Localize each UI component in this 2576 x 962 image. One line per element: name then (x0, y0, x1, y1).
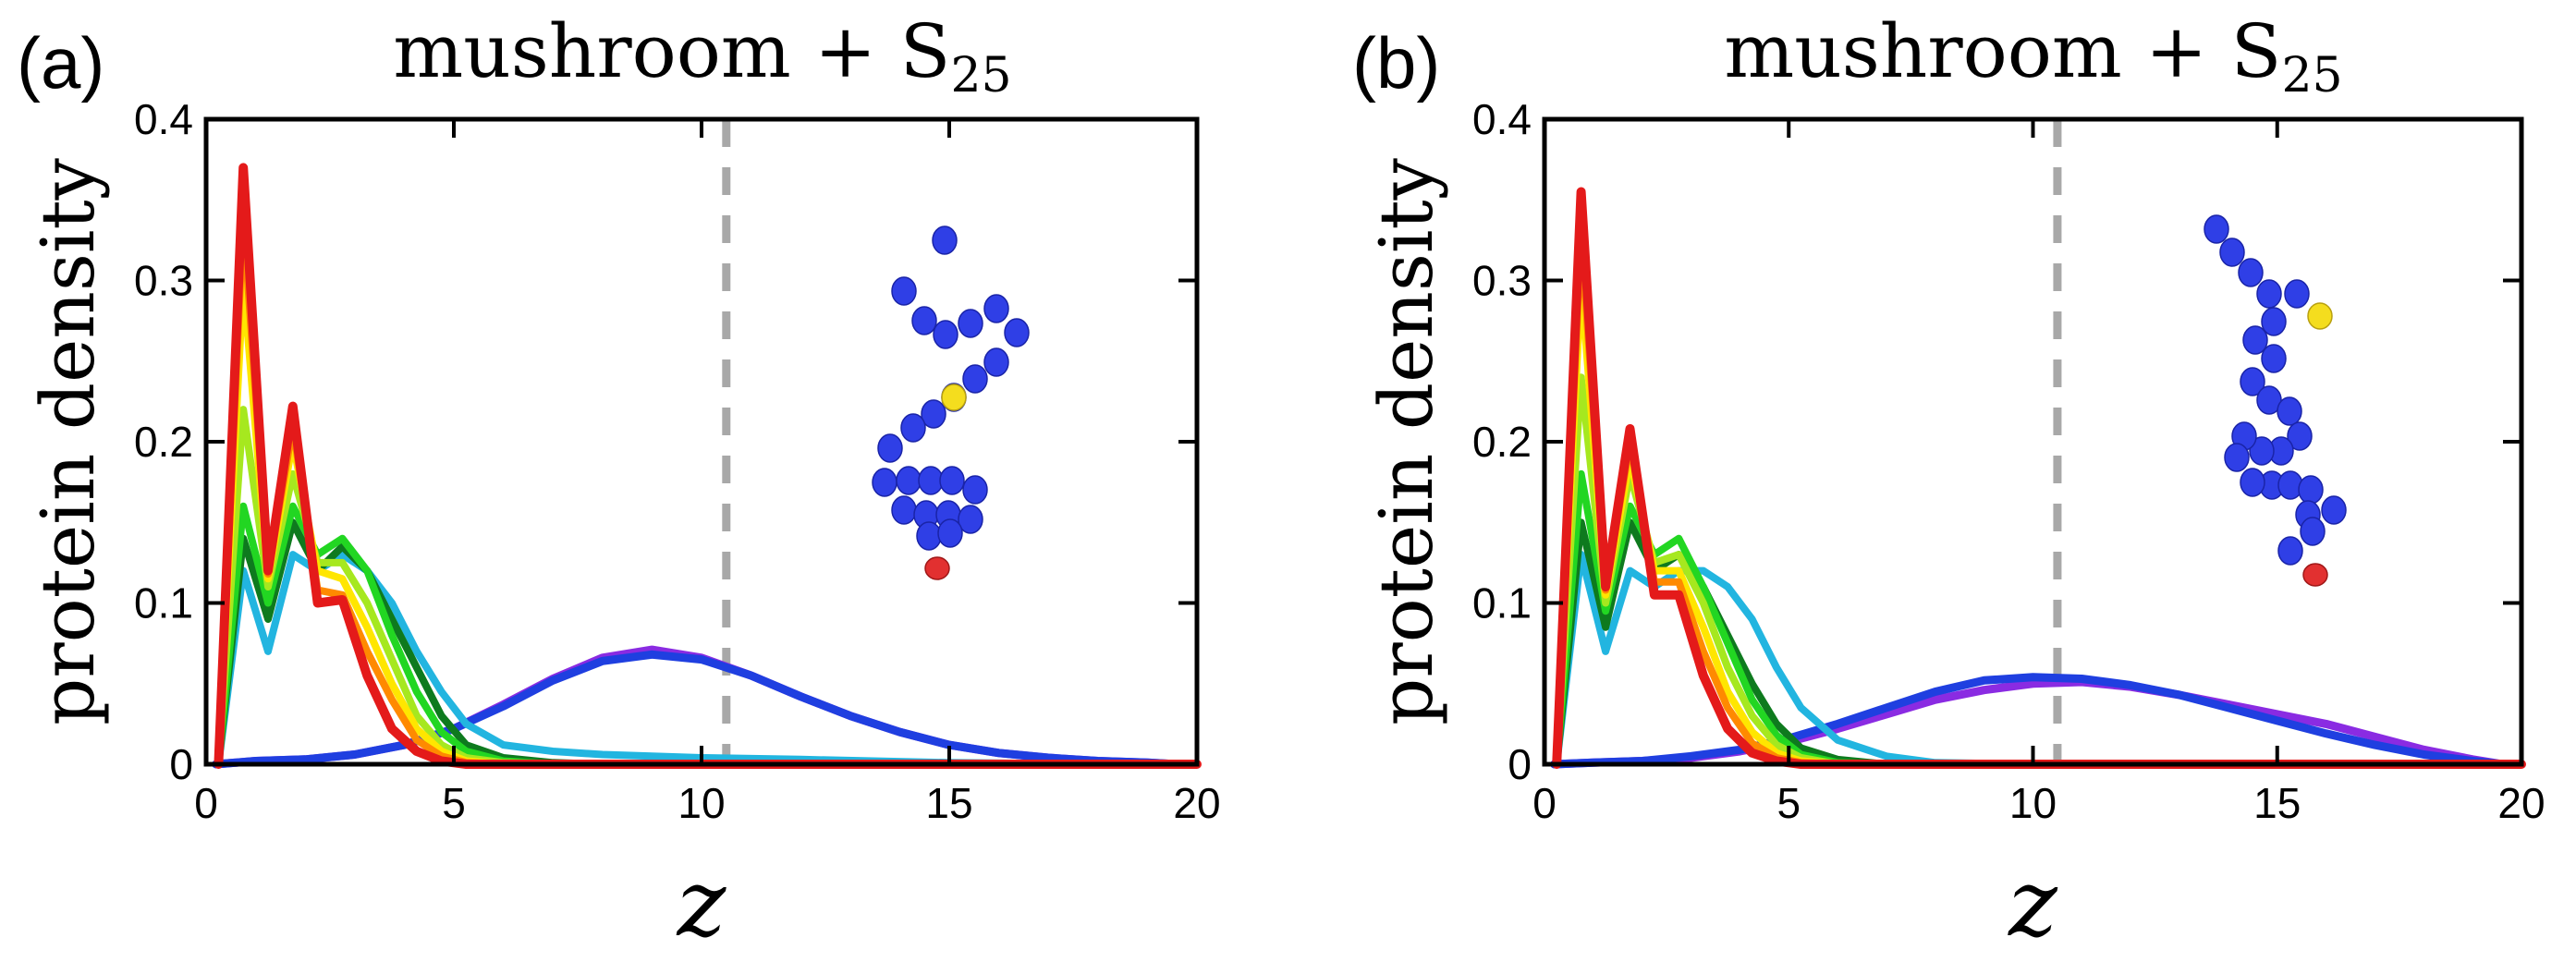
x-tick-label: 15 (925, 779, 972, 827)
series-line-2 (1550, 673, 2507, 769)
molecule-bead (958, 309, 983, 338)
molecule-bead (2284, 279, 2310, 309)
molecule-bead (932, 225, 958, 255)
molecule-bead (2298, 475, 2324, 505)
x-tick-label: 15 (2253, 779, 2301, 827)
chart-title: mushroom + S25 (393, 8, 1011, 104)
x-axis-label: z (677, 849, 727, 957)
x-tick-label: 5 (1776, 779, 1801, 827)
chart-title-subscript: 25 (950, 48, 1011, 104)
molecule-bead (958, 505, 983, 534)
series-line-2 (212, 650, 1182, 769)
molecule-bead (983, 294, 1009, 323)
molecule-bead (2277, 536, 2303, 566)
molecule-bead (962, 475, 988, 505)
molecule-bead (962, 364, 988, 394)
chart-title-subscript: 25 (2281, 48, 2342, 104)
plot-area (1544, 119, 2521, 764)
chart-title-text: mushroom + S (393, 8, 950, 94)
chart-title-text: mushroom + S (1724, 8, 2281, 94)
x-tick-label: 20 (2497, 779, 2545, 827)
x-tick-label: 0 (1532, 779, 1557, 827)
molecule-bead (2242, 325, 2268, 355)
series-line-3 (1553, 551, 2525, 768)
molecule-bead-red (924, 556, 950, 580)
y-tick-label: 0.2 (1472, 418, 1532, 466)
molecule-bead (2261, 307, 2287, 336)
y-tick-label: 0.2 (134, 418, 193, 466)
molecule-bead (2240, 468, 2265, 497)
molecule-bead (2256, 279, 2282, 309)
molecule-bead (2261, 344, 2287, 373)
molecule-bead (891, 495, 917, 525)
y-tick-label: 0.1 (134, 579, 193, 627)
molecule-bead (2224, 443, 2250, 472)
series-line-3 (214, 551, 1201, 768)
panel-a: (a) mushroom + S25 0 5 10 15 20 0 0.1 0.2 0.3 0.4 z p… (17, 8, 1221, 957)
y-tick-label: 0.4 (1472, 95, 1532, 143)
molecule-bead (2256, 385, 2282, 415)
molecule-bead (2238, 258, 2264, 287)
x-tick-label: 5 (442, 779, 466, 827)
y-tick-label: 0.3 (1472, 257, 1532, 305)
molecule-bead (2204, 214, 2229, 244)
molecule-bead (916, 521, 942, 551)
molecule-bead (2277, 396, 2302, 426)
molecule-bead-yellow (941, 384, 967, 411)
x-tick-label: 10 (2009, 779, 2057, 827)
y-tick-label: 0.1 (1472, 579, 1532, 627)
molecule-bead-yellow (2307, 302, 2333, 330)
molecule-bead (983, 347, 1009, 377)
x-tick-label: 10 (678, 779, 725, 827)
y-tick-label: 0 (169, 740, 193, 788)
molecule-bead (2240, 367, 2265, 396)
molecule-bead (877, 433, 903, 463)
molecule-bead (2321, 495, 2347, 525)
panel-label: (a) (17, 22, 104, 104)
molecule-inset (872, 225, 1030, 580)
y-axis-label: protein density (1363, 158, 1449, 725)
molecule-bead (2287, 421, 2313, 451)
molecule-inset (2204, 214, 2347, 587)
x-axis-label: z (2008, 849, 2058, 957)
molecule-bead (872, 468, 897, 497)
molecule-bead (933, 320, 958, 349)
panel-b: (b) mushroom + S25 0 5 10 15 20 0 0.1 0.2 0.3 0.4 z p… (1352, 8, 2545, 957)
molecule-bead (2300, 517, 2326, 546)
chart-title: mushroom + S25 (1724, 8, 2342, 104)
x-tick-label: 0 (194, 779, 218, 827)
molecule-bead (891, 276, 917, 306)
molecule-bead (918, 466, 944, 495)
y-axis-label: protein density (25, 158, 111, 725)
molecule-bead (1004, 318, 1030, 347)
molecule-bead-red (2302, 563, 2328, 587)
plot-area (206, 119, 1197, 764)
molecule-bead (939, 466, 965, 495)
y-tick-label: 0.3 (134, 257, 193, 305)
molecule-bead (2219, 237, 2245, 267)
molecule-bead (921, 399, 946, 429)
panel-label: (b) (1352, 22, 1440, 104)
molecule-bead (896, 466, 922, 495)
molecule-bead (911, 306, 937, 335)
y-tick-label: 0.4 (134, 95, 193, 143)
x-tick-label: 20 (1173, 779, 1220, 827)
molecule-bead (2249, 436, 2275, 466)
molecule-bead (900, 413, 926, 443)
y-tick-label: 0 (1508, 740, 1532, 788)
molecule-bead (937, 518, 963, 548)
